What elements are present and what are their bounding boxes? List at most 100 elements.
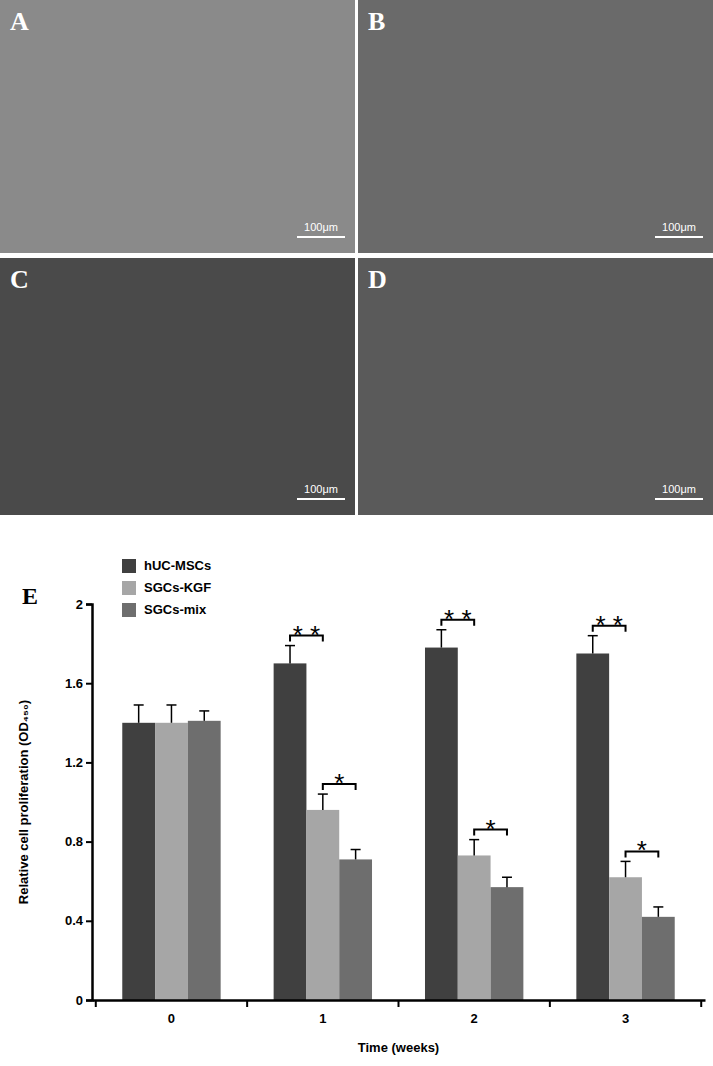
axis-line — [86, 605, 93, 1001]
micrograph-panel: B100μm — [358, 0, 713, 253]
error-bar-stem — [171, 705, 173, 723]
significance-annotation: * * — [593, 610, 626, 640]
tick-label: 1.2 — [65, 755, 83, 770]
bar — [188, 721, 221, 1000]
x-tick: 2 — [471, 1000, 478, 1026]
error-bar-stem — [355, 850, 357, 860]
significance-label: * * — [293, 620, 320, 650]
error-bar — [199, 711, 209, 721]
significance-label: * — [334, 768, 344, 798]
panel-label: A — [10, 7, 29, 36]
error-bar-stem — [204, 711, 206, 721]
error-bar-stem — [289, 646, 291, 664]
error-bar-stem — [625, 861, 627, 877]
error-bar-cap — [134, 704, 144, 706]
x-tick: 0 — [168, 1000, 175, 1026]
tick-label: 3 — [622, 1011, 629, 1026]
error-bar — [621, 861, 631, 877]
bar — [306, 810, 339, 1000]
error-bar — [318, 794, 328, 810]
error-bar-cap — [351, 849, 361, 851]
error-bar-stem — [592, 636, 594, 654]
y-tick: 0.8 — [65, 834, 92, 849]
tick-label: 1.6 — [65, 676, 83, 691]
error-bar — [469, 840, 479, 856]
panel-image — [0, 0, 355, 253]
bar — [491, 887, 524, 1000]
micrograph-panel: A100μm — [0, 0, 355, 253]
tick-label: 2 — [471, 1011, 478, 1026]
y-tick: 0 — [76, 993, 92, 1008]
bar — [155, 723, 188, 1000]
legend-label: SGCs-KGF — [144, 580, 211, 595]
chart-title: E — [22, 583, 38, 609]
error-bar — [134, 705, 144, 723]
legend: hUC-MSCs SGCs-KGF SGCs-mix — [122, 558, 211, 617]
error-bar-cap — [318, 793, 328, 795]
x-tick: 1 — [319, 1000, 326, 1026]
bar — [458, 855, 491, 1000]
tick-label: 0 — [168, 1011, 175, 1026]
error-bar-cap — [502, 876, 512, 878]
tick-mark — [86, 841, 92, 843]
legend-swatch — [122, 581, 136, 595]
bar — [576, 654, 609, 1001]
significance-label: * * — [444, 604, 471, 634]
tick-label: 0.8 — [65, 834, 83, 849]
significance-label: * — [637, 835, 647, 865]
bar — [122, 723, 155, 1000]
figure: A100μmB100μmC100μmD100μmE00.40.81.21.620… — [0, 0, 713, 1066]
y-axis-title: Relative cell proliferation (OD₄₅₀) — [16, 700, 31, 904]
scale-bar — [655, 498, 703, 500]
significance-annotation: * — [474, 814, 507, 844]
error-bar-stem — [658, 907, 660, 917]
significance-annotation: * — [626, 835, 659, 865]
y-tick: 2 — [76, 597, 92, 612]
bar — [642, 917, 675, 1000]
legend-label: hUC-MSCs — [144, 558, 211, 573]
error-bar-stem — [441, 630, 443, 648]
bar — [339, 859, 372, 1000]
legend-entry: SGCs-KGF — [122, 580, 211, 595]
bar — [425, 648, 458, 1000]
category-separator — [549, 1000, 551, 1007]
plot-area — [122, 630, 674, 1000]
significance-annotation: * — [323, 768, 356, 798]
scale-bar — [297, 498, 345, 500]
error-bar-cap — [653, 906, 663, 908]
error-bar-cap — [199, 710, 209, 712]
x-tick: 3 — [622, 1000, 629, 1026]
significance-annotation: * * — [290, 620, 323, 650]
tick-label: 2 — [76, 597, 83, 612]
tick-mark — [86, 920, 92, 922]
micrograph-panel: D100μm — [358, 258, 713, 515]
error-bar — [166, 705, 176, 723]
legend-label: SGCs-mix — [144, 602, 207, 617]
error-bar-stem — [506, 877, 508, 887]
legend-entry: SGCs-mix — [122, 602, 207, 617]
error-bar-stem — [138, 705, 140, 723]
category-separator — [700, 1000, 702, 1007]
significance-label: * * — [595, 610, 622, 640]
category-separator — [95, 1000, 97, 1007]
panel-label: D — [368, 265, 387, 294]
micrograph-panel: C100μm — [0, 258, 355, 515]
tick-mark — [86, 604, 92, 606]
panel-image — [358, 258, 713, 515]
category-separator — [246, 1000, 248, 1007]
category-separator — [398, 1000, 400, 1007]
significance-label: * — [486, 814, 496, 844]
x-axis-title: Time (weeks) — [358, 1040, 439, 1055]
x-axis: 0 1 2 3 — [93, 1000, 706, 1026]
error-bar — [351, 850, 361, 860]
y-tick: 1.6 — [65, 676, 92, 691]
error-bar — [502, 877, 512, 887]
tick-label: 0 — [76, 993, 83, 1008]
error-bar — [653, 907, 663, 917]
tick-mark — [86, 1000, 92, 1002]
error-bar-cap — [469, 839, 479, 841]
scale-bar-label: 100μm — [662, 221, 696, 233]
bar — [609, 877, 642, 1000]
scale-bar — [655, 236, 703, 238]
y-tick: 1.2 — [65, 755, 92, 770]
